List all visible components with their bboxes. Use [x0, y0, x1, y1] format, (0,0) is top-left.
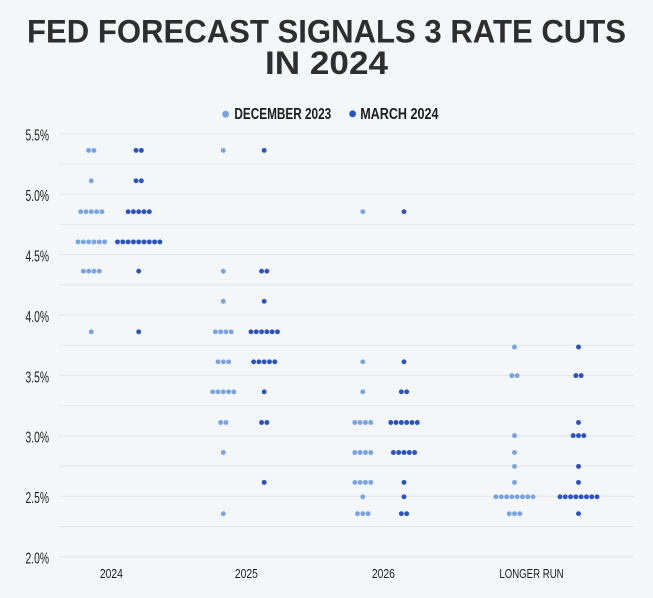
- svg-text:5.0%: 5.0%: [26, 188, 50, 205]
- svg-text:FED FORECAST SIGNALS 3 RATE CU: FED FORECAST SIGNALS 3 RATE CUTS: [27, 14, 626, 50]
- svg-text:LONGER RUN: LONGER RUN: [499, 566, 563, 581]
- svg-text:4.5%: 4.5%: [26, 248, 50, 265]
- svg-text:IN 2024: IN 2024: [265, 45, 388, 81]
- svg-text:3.0%: 3.0%: [26, 430, 50, 447]
- svg-text:2.5%: 2.5%: [26, 490, 50, 507]
- svg-text:3.5%: 3.5%: [26, 369, 50, 386]
- svg-text:2024: 2024: [100, 566, 123, 581]
- svg-text:2025: 2025: [235, 566, 258, 581]
- svg-text:4.0%: 4.0%: [26, 309, 50, 326]
- svg-text:2.0%: 2.0%: [26, 551, 50, 568]
- svg-text:DECEMBER 2023: DECEMBER 2023: [234, 106, 331, 123]
- svg-text:MARCH 2024: MARCH 2024: [360, 106, 439, 123]
- svg-text:2026: 2026: [372, 566, 395, 581]
- svg-text:5.5%: 5.5%: [26, 128, 50, 145]
